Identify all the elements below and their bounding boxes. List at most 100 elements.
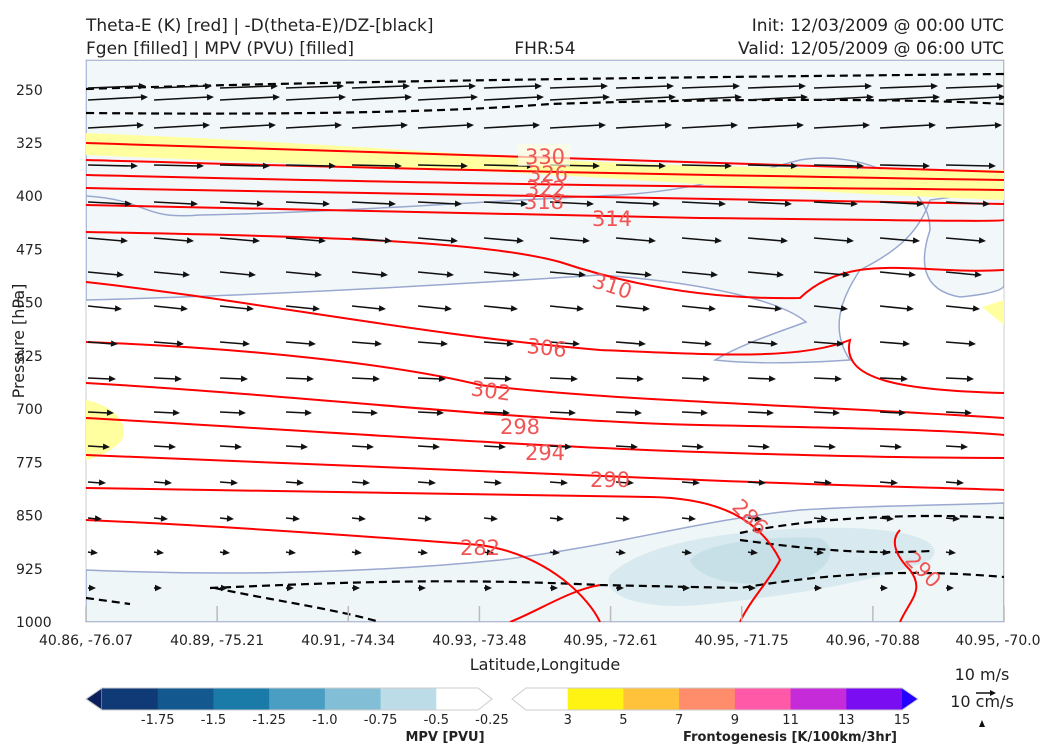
wind-arrow-shaft [681,164,728,167]
label-282: 282 [460,536,500,560]
colorbar-swatch [324,688,382,710]
wind-arrow-head [730,122,738,129]
wind-arrow-shaft [153,237,190,242]
wind-arrow-head [130,162,138,170]
colorbar-extension [902,688,918,710]
theta-e-line-310 [86,231,1004,300]
wind-arrow-shaft [285,124,338,129]
fgen-colorbar: 3 5 7 9 11 13 15 Frontogenesis [K/100km/3hr] [511,687,919,745]
wind-arrow-head [636,375,644,382]
wind-arrow-head [202,122,210,129]
wind-arrow-shaft [615,201,656,205]
wind-arrow-head [658,162,666,170]
wind-arrow-shaft [747,271,780,276]
wind-arrow-head [996,83,1004,90]
wind-arrow-shaft [549,271,582,276]
wind-arrow-shaft [681,237,718,242]
wind-arrow-head [444,305,452,312]
label-322: 322 [526,177,566,201]
wind-arrow-shaft [747,237,784,242]
wind-arrow-head [394,162,402,170]
y-tick-label: 475 [16,242,43,258]
label-318: 318 [524,190,564,214]
wind-arrow-head [206,94,214,101]
wind-arrow-shaft [87,305,118,310]
wind-arrow-shaft [945,445,964,448]
colorbar-swatch [512,688,569,710]
wind-arrow-head [116,271,124,278]
wind-arrow-head [374,340,382,347]
wind-arrow-head [754,515,762,522]
wind-arrow-head [598,122,606,129]
wind-arrow-head [866,94,874,101]
title-line-1: Theta-E (K) [red] | -D(theta-E)/DZ-[blac… [85,16,434,36]
wind-arrow-head [586,200,594,207]
wind-arrow-head [498,443,506,450]
wind-arrow-shaft [153,305,184,310]
wind-arrow-head [790,162,798,170]
wind-arrow-head [592,162,600,170]
wind-arrow-head [749,584,756,592]
dashed-contour-6 [86,596,131,606]
wind-arrow-head [834,375,842,382]
wind-arrow-shaft [879,164,926,167]
wind-arrow-head [568,409,576,416]
wind-arrow-shaft [945,377,970,380]
wind-arrow-shaft [615,271,648,276]
wind-arrow-shaft [285,411,308,414]
theta-e-line-low-extra [509,584,601,622]
wind-arrow-shaft [945,124,998,129]
wind-arrow-head [334,122,342,129]
forecast-hour: FHR:54 [514,39,575,59]
wind-arrow-head [490,515,498,522]
dashed-contour-5 [739,538,931,554]
wind-arrow-shaft [747,124,800,129]
wind-arrow-shaft [615,164,662,167]
wind-arrow-head [190,200,198,207]
wind-arrow-head [252,237,260,244]
wind-arrow-head [820,515,828,522]
dashed-contour-7 [214,586,381,622]
x-tick-label: 40.95, -70.0 [955,633,1040,649]
wind-arrow-head [246,305,254,312]
wind-arrow-head [644,271,652,278]
wind-arrow-head [106,409,114,416]
wind-arrow-head [770,340,778,347]
wind-arrow-shaft [351,164,398,167]
wind-arrow-head [164,479,172,486]
wind-arrow-head [710,271,718,278]
wind-arrow-shaft [681,96,738,101]
wind-arrow-shaft [219,271,252,276]
wind-arrow-shaft [615,85,670,89]
wind-arrow-shaft [219,305,250,310]
wind-arrow-head [532,122,540,129]
wind-vectors [87,83,1004,592]
wind-arrow-shaft [747,411,770,414]
wind-arrow-shaft [813,305,844,310]
wind-arrow-head [314,271,322,278]
wind-arrow-head [832,409,840,416]
wind-arrow-head [638,340,646,347]
wind-arrow-head [928,122,936,129]
wind-arrow-shaft [747,377,772,380]
wind-arrow-shaft [483,411,506,414]
wind-arrow-head [494,479,502,486]
wind-arrow-head [732,83,740,90]
wind-arrow-shaft [813,445,832,448]
wind-arrow-head [384,237,392,244]
wind-arrow-shaft [153,271,186,276]
wind-arrow-shaft [549,341,576,345]
wind-arrow-head [570,375,578,382]
wind-arrow-head [836,340,844,347]
wind-arrow-head [815,584,822,592]
wind-arrow-head [886,515,894,522]
wind-arrow-shaft [417,445,436,448]
wind-arrow-head [998,94,1004,101]
wind-arrow-head [684,549,692,556]
wind-scale-h-arrowhead [990,690,996,696]
wind-arrow-head [520,200,528,207]
wind-arrow-shaft [879,96,936,101]
wind-arrow-shaft [87,201,128,205]
wind-arrow-head [300,443,308,450]
wind-arrow-head [168,443,176,450]
